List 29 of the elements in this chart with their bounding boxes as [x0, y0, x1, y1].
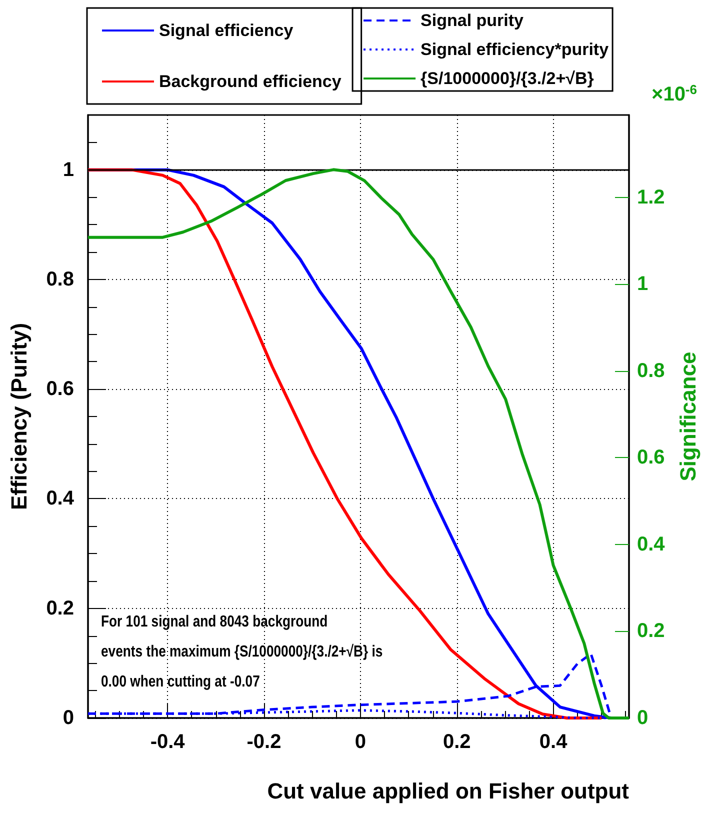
- y-tick-label: 0: [62, 707, 74, 729]
- annotation: 0.00 when cutting at -0.07: [101, 673, 260, 691]
- y2-axis-title: Significance: [676, 352, 700, 482]
- y2-tick-label: 0.4: [637, 533, 666, 556]
- legend-label: Background efficiency: [159, 72, 342, 91]
- y-axis-title: Efficiency (Purity): [6, 322, 32, 510]
- x-tick-label: -0.4: [150, 731, 186, 753]
- y2-tick-label: 1.2: [637, 186, 665, 208]
- y-tick-label: 0.8: [46, 268, 74, 290]
- legend-label: Signal efficiency: [159, 21, 294, 40]
- y-tick-label: 0.4: [46, 488, 75, 510]
- annotation: For 101 signal and 8043 background: [101, 613, 328, 631]
- legend-label: {S/1000000}/{3./2+√B}: [420, 69, 594, 88]
- x-axis-title: Cut value applied on Fisher output: [267, 778, 630, 804]
- legend-label: Signal purity: [420, 11, 524, 30]
- x-tick-label: -0.2: [246, 731, 282, 753]
- annotation: events the maximum {S/1000000}/{3./2+√B} is: [101, 643, 383, 661]
- y2-tick-label: 0.8: [637, 360, 665, 382]
- x-tick-label: 0.2: [442, 731, 471, 753]
- y2-tick-label: 0: [637, 707, 648, 729]
- y2-tick-label: 0.6: [637, 446, 665, 469]
- y2-tick-label: 1: [637, 273, 648, 296]
- y-tick-label: 1: [62, 158, 74, 181]
- legend-label: Signal efficiency*purity: [420, 40, 610, 59]
- y-tick-label: 0.6: [46, 378, 74, 400]
- x-tick-label: 0.4: [539, 731, 568, 753]
- y-tick-label: 0.2: [46, 597, 74, 620]
- x-tick-label: 0: [354, 731, 366, 753]
- y2-tick-label: 0.2: [637, 620, 665, 642]
